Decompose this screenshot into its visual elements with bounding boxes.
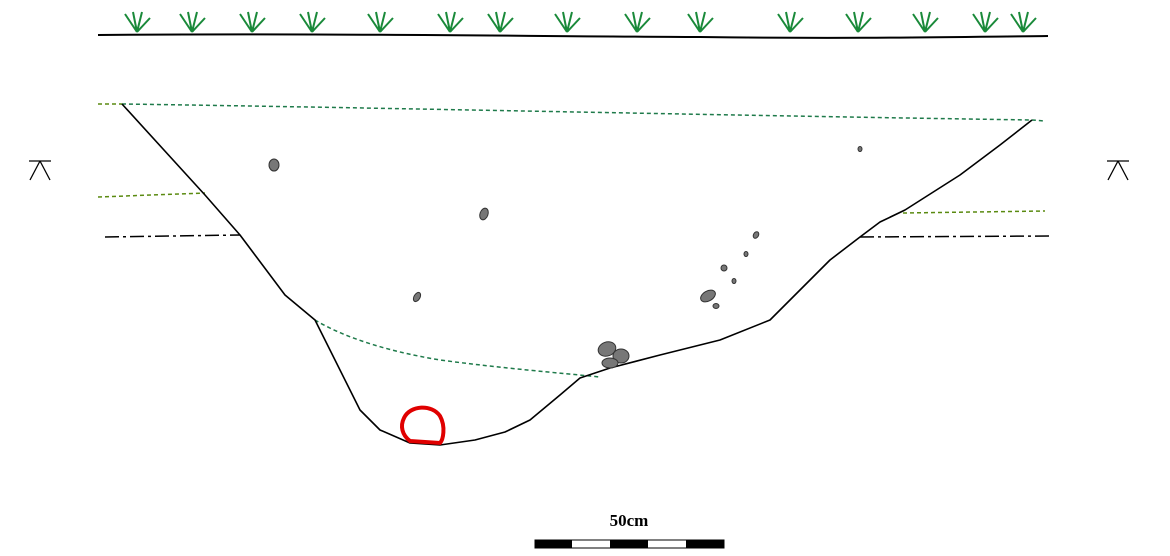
datum-right	[1107, 160, 1129, 181]
grass-tuft	[299, 11, 326, 33]
scale-label: 50cm	[610, 511, 649, 530]
grass-tuft	[845, 11, 872, 33]
ground-surface	[97, 33, 1049, 39]
stones	[268, 146, 863, 369]
grass-tuft	[124, 11, 151, 33]
layer-line	[902, 210, 1046, 214]
layer-line	[97, 192, 206, 198]
grass-tuft	[912, 11, 939, 33]
grass-tuft	[437, 11, 464, 33]
layer-line	[314, 319, 601, 378]
grass	[124, 11, 1037, 33]
water-table	[859, 235, 1051, 238]
datum-left	[29, 160, 51, 181]
scale-bar	[534, 539, 725, 549]
grass-tuft	[687, 11, 714, 33]
grass-tuft	[1010, 11, 1037, 33]
grass-tuft	[367, 11, 394, 33]
grass-tuft	[554, 11, 581, 33]
grass-tuft	[777, 11, 804, 33]
highlight-circle	[400, 405, 446, 446]
grass-tuft	[972, 11, 999, 33]
grass-tuft	[239, 11, 266, 33]
layer-line	[121, 103, 1046, 122]
grass-tuft	[179, 11, 206, 33]
grass-tuft	[624, 11, 651, 33]
grass-tuft	[487, 11, 514, 33]
pit-outline	[121, 103, 1033, 446]
water-table	[104, 234, 241, 238]
